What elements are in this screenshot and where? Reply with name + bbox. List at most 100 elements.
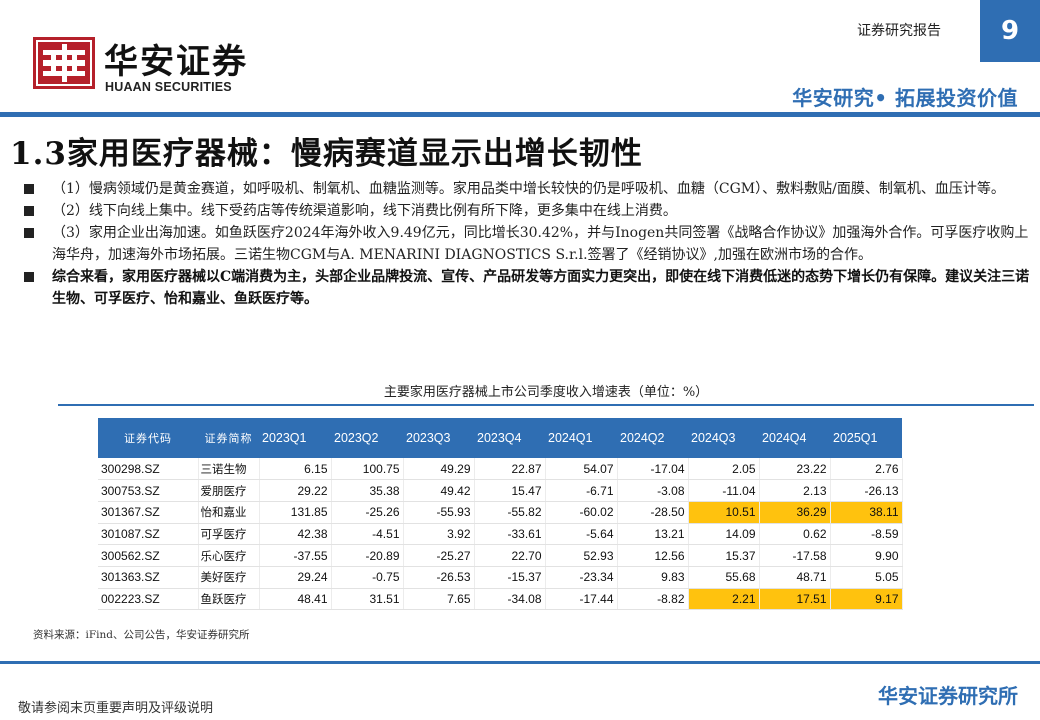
growth-value-cell: 54.07 (545, 458, 618, 481)
page-title: 1.3家用医疗器械：慢病赛道显示出增长韧性 (10, 136, 643, 172)
bullet-text: （2）线下向线上集中。线下受药店等传统渠道影响，线下消费比例有所下降，更多集中在… (52, 203, 677, 219)
stock-code-cell: 300298.SZ (98, 458, 199, 481)
bullet-text: 综合来看，家用医疗器械以C端消费为主，头部企业品牌投流、宣传、产品研发等方面实力… (52, 269, 1030, 307)
growth-value-cell: -5.64 (545, 523, 618, 546)
column-header: 2024Q1 (545, 418, 617, 458)
growth-value-cell: 22.70 (474, 544, 546, 567)
growth-value-cell: -4.51 (331, 523, 404, 546)
growth-value-cell: 12.56 (617, 544, 689, 567)
growth-value-cell: 6.15 (259, 458, 332, 481)
growth-value-cell: -17.04 (617, 458, 689, 481)
growth-value-cell: -11.04 (688, 479, 760, 502)
growth-value-cell: 42.38 (259, 523, 332, 546)
header-slogan: 华安研究• 拓展投资价值 (792, 86, 1018, 110)
growth-value-cell: 0.62 (759, 523, 831, 546)
growth-value-cell: 29.24 (259, 566, 332, 589)
growth-value-cell: 55.68 (688, 566, 760, 589)
table-row: 300753.SZ 爱朋医疗 29.22 35.38 49.42 15.47 -6.71 -3… (98, 479, 903, 502)
header-divider-thick (0, 114, 1040, 117)
table-row: 300562.SZ 乐心医疗 -37.55 -20.89 -25.27 22.70 52.9… (98, 544, 903, 567)
growth-value-cell: 9.17 (830, 588, 903, 611)
growth-value-cell: 31.51 (331, 588, 404, 611)
disclaimer-link[interactable]: 敬请参阅末页重要声明及评级说明 (18, 701, 214, 716)
growth-value-cell: 10.51 (688, 501, 760, 524)
growth-value-cell: 2.13 (759, 479, 831, 502)
bullet-list: （1）慢病领域仍是黄金赛道，如呼吸机、制氧机、血糖监测等。家用品类中增长较快的仍… (24, 178, 1034, 310)
bullet-text: （3）家用企业出海加速。如鱼跃医疗2024年海外收入9.49亿元，同比增长30.… (52, 225, 1029, 263)
growth-value-cell: 17.51 (759, 588, 831, 611)
growth-value-cell: -20.89 (331, 544, 404, 567)
growth-value-cell: 29.22 (259, 479, 332, 502)
growth-value-cell: 2.76 (830, 458, 903, 481)
stock-name-cell: 可孚医疗 (198, 523, 260, 546)
column-header: 2023Q2 (331, 418, 403, 458)
report-type-label: 证券研究报告 (857, 23, 941, 39)
growth-value-cell: 22.87 (474, 458, 546, 481)
column-header: 2024Q4 (759, 418, 830, 458)
growth-value-cell: -25.27 (403, 544, 475, 567)
stock-code-cell: 301367.SZ (98, 501, 199, 524)
stock-code-cell: 301363.SZ (98, 566, 199, 589)
bullet-text: （1）慢病领域仍是黄金赛道，如呼吸机、制氧机、血糖监测等。家用品类中增长较快的仍… (52, 181, 1005, 197)
growth-value-cell: -60.02 (545, 501, 618, 524)
growth-value-cell: 52.93 (545, 544, 618, 567)
bullet-square-icon (24, 227, 34, 238)
page-number: 9 (980, 0, 1040, 62)
growth-value-cell: -23.34 (545, 566, 618, 589)
stock-code-cell: 300753.SZ (98, 479, 199, 502)
column-header: 2023Q4 (474, 418, 545, 458)
data-source-note: 资料来源：iFind、公司公告，华安证券研究所 (33, 629, 250, 641)
growth-value-cell: 14.09 (688, 523, 760, 546)
footer-brand: 华安证券研究所 (878, 684, 1018, 708)
column-header: 证券简称 (198, 418, 259, 458)
column-header: 2023Q3 (403, 418, 474, 458)
growth-value-cell: -17.58 (759, 544, 831, 567)
growth-value-cell: 49.29 (403, 458, 475, 481)
growth-value-cell: -34.08 (474, 588, 546, 611)
growth-value-cell: -17.44 (545, 588, 618, 611)
growth-value-cell: 2.05 (688, 458, 760, 481)
growth-value-cell: 15.37 (688, 544, 760, 567)
footer-divider (0, 661, 1040, 664)
bullet-item-summary: 综合来看，家用医疗器械以C端消费为主，头部企业品牌投流、宣传、产品研发等方面实力… (24, 266, 1034, 310)
stock-name-cell: 乐心医疗 (198, 544, 260, 567)
growth-value-cell: -8.82 (617, 588, 689, 611)
growth-value-cell: -26.53 (403, 566, 475, 589)
bullet-item: （3）家用企业出海加速。如鱼跃医疗2024年海外收入9.49亿元，同比增长30.… (24, 222, 1034, 266)
column-header: 2024Q2 (617, 418, 688, 458)
bullet-square-icon (24, 271, 34, 282)
brand-name-en: HUAAN SECURITIES (105, 80, 232, 94)
growth-value-cell: -26.13 (830, 479, 903, 502)
growth-value-cell: 100.75 (331, 458, 404, 481)
growth-value-cell: -25.26 (331, 501, 404, 524)
growth-value-cell: 2.21 (688, 588, 760, 611)
growth-value-cell: 23.22 (759, 458, 831, 481)
growth-value-cell: -0.75 (331, 566, 404, 589)
growth-value-cell: 38.11 (830, 501, 903, 524)
column-header: 证券代码 (98, 418, 198, 458)
header-divider (0, 112, 1040, 114)
growth-value-cell: 131.85 (259, 501, 332, 524)
growth-value-cell: -6.71 (545, 479, 618, 502)
growth-value-cell: 15.47 (474, 479, 546, 502)
growth-value-cell: 48.71 (759, 566, 831, 589)
stock-name-cell: 美好医疗 (198, 566, 260, 589)
bullet-item: （2）线下向线上集中。线下受药店等传统渠道影响，线下消费比例有所下降，更多集中在… (24, 200, 1034, 222)
growth-value-cell: 36.29 (759, 501, 831, 524)
growth-value-cell: 48.41 (259, 588, 332, 611)
revenue-growth-table: 证券代码 证券简称 2023Q1 2023Q2 2023Q3 2023Q4 20… (98, 418, 903, 611)
stock-name-cell: 爱朋医疗 (198, 479, 260, 502)
caption-divider (58, 404, 1034, 406)
stock-name-cell: 怡和嘉业 (198, 501, 260, 524)
stock-code-cell: 002223.SZ (98, 588, 199, 611)
growth-value-cell: 5.05 (830, 566, 903, 589)
column-header: 2023Q1 (259, 418, 331, 458)
bullet-square-icon (24, 205, 34, 216)
growth-value-cell: -33.61 (474, 523, 546, 546)
growth-value-cell: 13.21 (617, 523, 689, 546)
stock-name-cell: 鱼跃医疗 (198, 588, 260, 611)
company-logo-seal (33, 37, 95, 89)
growth-value-cell: 9.83 (617, 566, 689, 589)
growth-value-cell: -15.37 (474, 566, 546, 589)
stock-code-cell: 300562.SZ (98, 544, 199, 567)
